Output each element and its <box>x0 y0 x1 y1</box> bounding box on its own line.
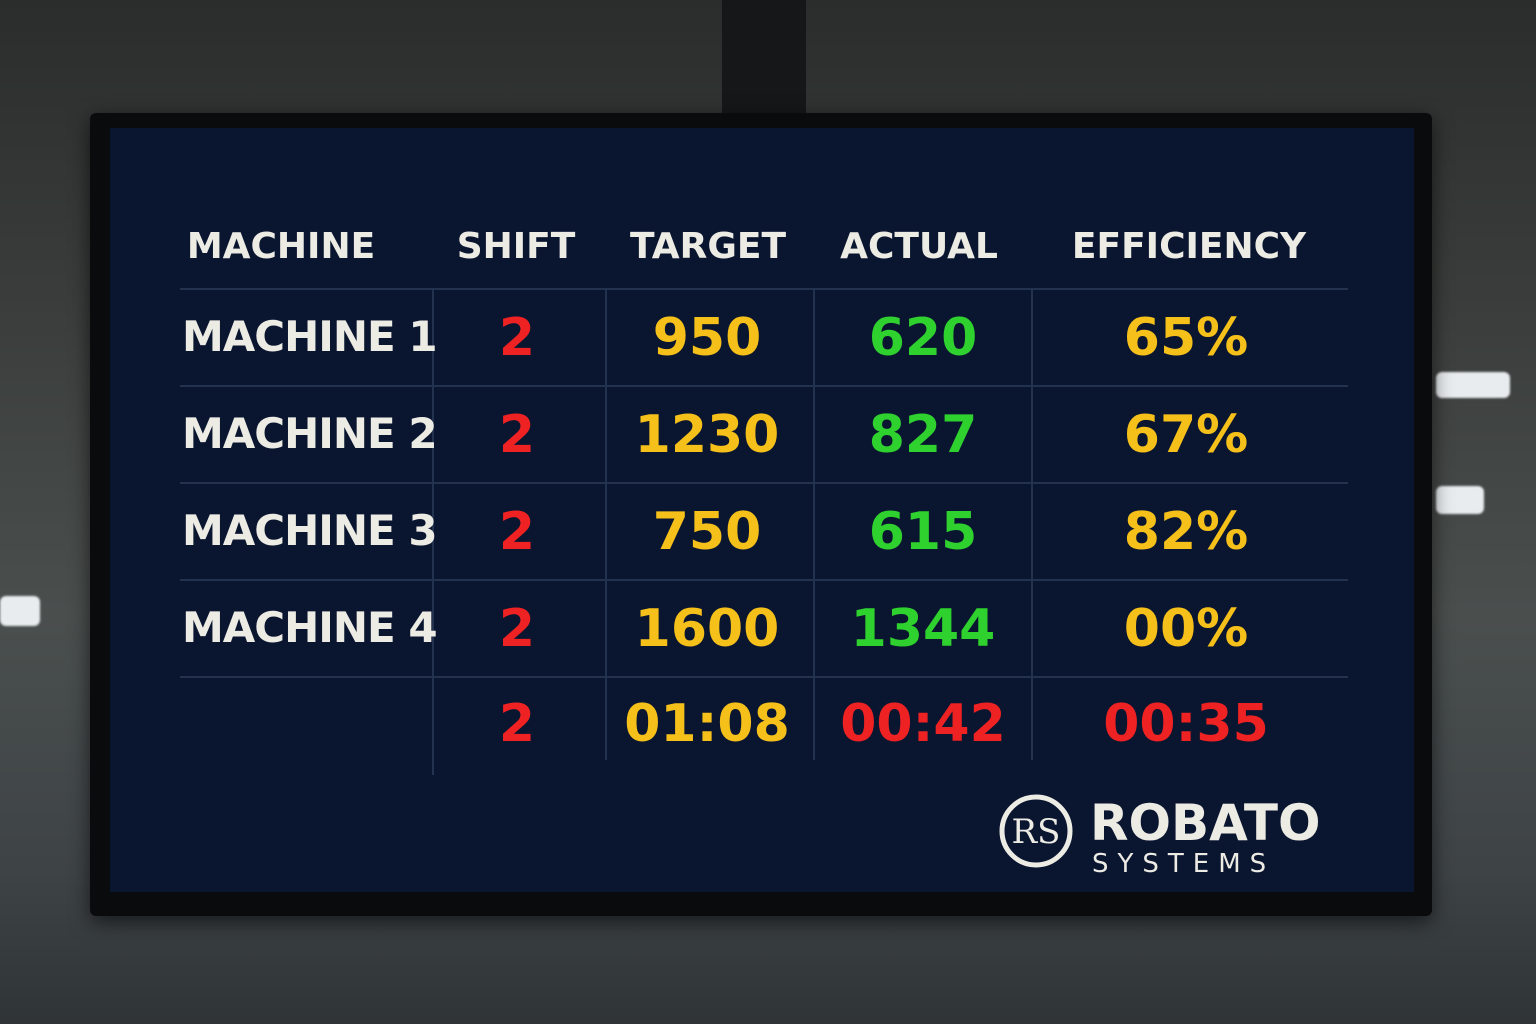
ceiling-light <box>1436 486 1484 514</box>
machine-name: MACHINE 1 <box>182 312 438 361</box>
machine-name: MACHINE 3 <box>182 506 438 555</box>
efficiency-value: 67% <box>1123 405 1249 465</box>
footer-shift: 2 <box>498 694 536 754</box>
row-divider <box>180 676 1348 678</box>
header-machine: MACHINE <box>186 226 376 267</box>
target-value: 950 <box>652 308 762 368</box>
actual-value: 620 <box>868 308 978 368</box>
efficiency-value: 65% <box>1123 308 1249 368</box>
shift-value: 2 <box>498 308 536 368</box>
header-shift: SHIFT <box>456 226 576 267</box>
shift-value: 2 <box>498 405 536 465</box>
efficiency-value: 00% <box>1123 599 1249 659</box>
actual-value: 827 <box>868 405 978 465</box>
row-divider <box>180 482 1348 484</box>
ceiling-light <box>1436 372 1510 398</box>
machine-name: MACHINE 2 <box>182 409 438 458</box>
row-divider <box>180 385 1348 387</box>
robato-logo: RS ROBATO SYSTEMS <box>998 793 1321 879</box>
row-divider <box>180 579 1348 581</box>
header-actual: ACTUAL <box>840 226 998 267</box>
mounting-pole <box>722 0 806 115</box>
logo-name: ROBATO <box>1090 794 1321 852</box>
logo-sub: SYSTEMS <box>1092 849 1276 879</box>
shift-value: 2 <box>498 599 536 659</box>
target-value: 750 <box>652 502 762 562</box>
display-screen <box>110 128 1414 892</box>
ceiling-light <box>0 596 40 626</box>
shift-value: 2 <box>498 502 536 562</box>
row-divider <box>180 288 1348 290</box>
column-divider <box>432 290 434 775</box>
actual-value: 1344 <box>850 599 996 659</box>
rs-monogram-icon: RS <box>999 794 1073 868</box>
header-target: TARGET <box>629 226 787 267</box>
target-value: 1230 <box>634 405 780 465</box>
actual-value: 615 <box>868 502 978 562</box>
footer-actual: 00:42 <box>840 694 1006 754</box>
column-divider <box>813 290 815 760</box>
footer-efficiency: 00:35 <box>1103 694 1269 754</box>
column-divider <box>605 290 607 760</box>
footer-target: 01:08 <box>624 694 790 754</box>
target-value: 1600 <box>634 599 780 659</box>
svg-text:RS: RS <box>1012 812 1061 852</box>
efficiency-value: 82% <box>1123 502 1249 562</box>
column-divider <box>1031 290 1033 760</box>
machine-name: MACHINE 4 <box>182 603 438 652</box>
header-efficiency: EFFICIENCY <box>1071 226 1307 267</box>
